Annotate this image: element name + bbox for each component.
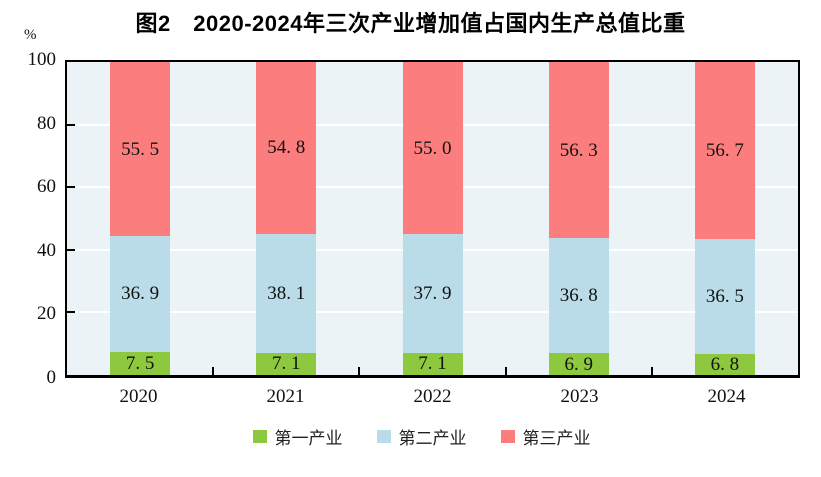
bar-value-label: 6. 9 xyxy=(564,353,593,375)
bar-segment: 6. 8 xyxy=(694,353,755,375)
plot-area: 55. 5 36. 9 7. 5 54. 8 38. 1 7. 1 55. 0 37. 9 7.… xyxy=(65,60,800,378)
bar-value-label: 36. 5 xyxy=(705,286,744,308)
legend-swatch xyxy=(500,430,515,443)
y-axis-tick-label: 100 xyxy=(27,49,57,70)
legend-item: 第一产业 xyxy=(252,424,343,449)
y-tick xyxy=(67,123,75,126)
bar-segment: 55. 0 xyxy=(402,62,463,235)
y-axis-tick-label: 20 xyxy=(37,303,56,325)
bar-value-label: 55. 5 xyxy=(121,138,160,160)
legend-label: 第二产业 xyxy=(398,429,467,448)
bar-value-label: 7. 1 xyxy=(272,353,301,375)
legend-label: 第三产业 xyxy=(522,429,591,448)
bar-segment: 56. 7 xyxy=(694,62,755,240)
legend-item: 第三产业 xyxy=(500,424,591,449)
bar-segment: 54. 8 xyxy=(256,62,317,234)
x-tick xyxy=(358,367,361,375)
bar-column: 55. 5 36. 9 7. 5 xyxy=(110,62,171,375)
bar-value-label: 55. 0 xyxy=(413,137,452,159)
y-axis-tick-label: 60 xyxy=(37,176,56,198)
bar-segment: 36. 9 xyxy=(110,236,171,352)
bar-segment: 36. 5 xyxy=(694,239,755,354)
bar-segment: 38. 1 xyxy=(256,233,317,353)
x-axis-tick-label: 2022 xyxy=(413,386,452,407)
bar-segment: 37. 9 xyxy=(402,234,463,353)
y-axis-tick-label: 40 xyxy=(37,239,56,261)
bar-column: 56. 3 36. 8 6. 9 xyxy=(548,62,609,375)
x-axis-tick-label: 2020 xyxy=(119,386,158,407)
bar-value-label: 6. 8 xyxy=(710,353,740,375)
x-axis-tick-label: 2021 xyxy=(266,386,305,407)
bar-value-label: 36. 8 xyxy=(559,285,598,307)
legend: 第一产业 第二产业 第三产业 xyxy=(0,424,821,449)
bar-value-label: 56. 3 xyxy=(559,139,598,161)
bar-segment: 6. 9 xyxy=(548,353,609,375)
x-axis-tick-label: 2024 xyxy=(707,386,746,407)
bar-value-label: 36. 9 xyxy=(121,283,160,305)
bar-value-label: 37. 9 xyxy=(413,282,452,304)
bar-segment: 55. 5 xyxy=(110,62,171,237)
bar-value-label: 56. 7 xyxy=(705,140,744,162)
x-axis: 2020 2021 2022 2023 2024 xyxy=(65,386,800,410)
legend-label: 第一产业 xyxy=(274,429,343,448)
y-axis-tick-label: 80 xyxy=(37,112,56,134)
legend-item: 第二产业 xyxy=(376,424,467,449)
bar-segment: 7. 1 xyxy=(256,352,317,375)
bar-segment: 56. 3 xyxy=(548,62,609,239)
x-tick xyxy=(650,367,653,375)
bar-value-label: 38. 1 xyxy=(267,282,306,304)
bar-column: 55. 0 37. 9 7. 1 xyxy=(402,62,463,375)
bar-value-label: 7. 1 xyxy=(418,353,447,375)
bar-segment: 7. 1 xyxy=(402,352,463,375)
y-tick xyxy=(67,186,75,189)
y-axis-unit-label: % xyxy=(24,27,37,43)
y-tick xyxy=(67,311,75,314)
bar-value-label: 54. 8 xyxy=(267,137,306,159)
bar-value-label: 7. 5 xyxy=(125,352,155,374)
x-axis-tick-label: 2023 xyxy=(560,386,599,407)
x-tick xyxy=(212,367,215,375)
y-tick xyxy=(67,248,75,251)
bar-column: 54. 8 38. 1 7. 1 xyxy=(256,62,317,375)
x-tick xyxy=(504,367,507,375)
bar-column: 56. 7 36. 5 6. 8 xyxy=(694,62,755,375)
legend-swatch xyxy=(376,430,391,443)
legend-swatch xyxy=(252,430,267,443)
bar-segment: 36. 8 xyxy=(548,238,609,354)
chart-title: 图2 2020-2024年三次产业增加值占国内生产总值比重 xyxy=(135,11,686,36)
y-axis-tick-label: 0 xyxy=(46,367,57,388)
bar-segment: 7. 5 xyxy=(110,351,171,375)
